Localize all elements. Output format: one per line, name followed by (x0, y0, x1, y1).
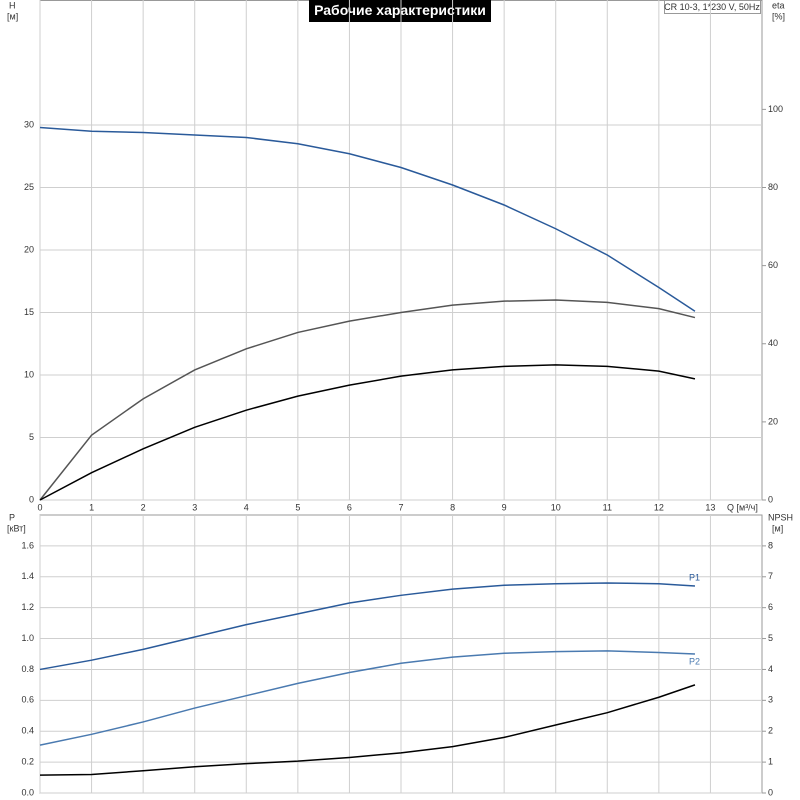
series-line (39, 684, 696, 776)
x-tick-label: 2 (141, 502, 146, 512)
y2-tick-label: 7 (768, 571, 773, 581)
y-tick-label: 20 (24, 244, 34, 254)
y-tick-label: 0.4 (21, 726, 34, 736)
x-tick-label: 11 (603, 502, 612, 512)
y2-tick-label: 20 (768, 416, 778, 426)
x-tick-label: 1 (89, 502, 94, 512)
x-tick-label: 4 (244, 502, 249, 512)
series-line (39, 126, 696, 312)
y-tick-label: 25 (24, 182, 34, 192)
y2-axis-unit: [м] (772, 523, 783, 533)
y2-tick-label: 2 (768, 726, 773, 736)
series-line (39, 299, 696, 501)
y2-tick-label: 1 (768, 756, 773, 766)
y2-tick-label: 60 (768, 260, 778, 270)
y-axis-unit: [м] (7, 11, 18, 21)
series-line (39, 582, 696, 671)
y-tick-label: 1.2 (21, 602, 34, 612)
y-axis-label: P (9, 512, 15, 522)
y2-tick-label: 0 (768, 494, 773, 504)
y2-axis-label: eta (772, 0, 785, 10)
x-tick-label: 5 (295, 502, 300, 512)
x-tick-label: 7 (398, 502, 403, 512)
y2-tick-label: 0 (768, 787, 773, 797)
title-box (309, 0, 491, 22)
series-line (39, 364, 696, 501)
y2-tick-label: 4 (768, 664, 773, 674)
y-tick-label: 1.0 (21, 633, 34, 643)
y-tick-label: 10 (24, 369, 34, 379)
y2-tick-label: 100 (768, 104, 783, 114)
y-tick-label: 1.6 (21, 540, 34, 550)
annotation: CR 10-3, 1*230 V, 50Hz (664, 2, 760, 12)
y-tick-label: 15 (24, 307, 34, 317)
x-tick-label: 9 (502, 502, 507, 512)
x-tick-label: 10 (551, 502, 561, 512)
y-tick-label: 0 (29, 494, 34, 504)
y-tick-label: 0.8 (21, 664, 34, 674)
y-tick-label: 0.6 (21, 695, 34, 705)
y2-tick-label: 6 (768, 602, 773, 612)
series-line (39, 650, 695, 746)
x-tick-label: 12 (654, 502, 664, 512)
y-tick-label: 30 (24, 119, 34, 129)
x-tick-label: 13 (705, 502, 715, 512)
series-label: P1 (689, 572, 700, 582)
annotation-box (664, 0, 761, 14)
chart-title: Рабочие характеристики (314, 2, 486, 18)
y2-tick-label: 40 (768, 338, 778, 348)
y2-axis-unit: [%] (772, 11, 785, 21)
y-axis-label: H (9, 0, 16, 10)
y-tick-label: 0.2 (21, 756, 34, 766)
y-tick-label: 0.0 (21, 787, 34, 797)
x-axis-label: Q [м³/ч] (727, 502, 758, 512)
y2-tick-label: 5 (768, 633, 773, 643)
series-label: P2 (689, 656, 700, 666)
y2-tick-label: 80 (768, 182, 778, 192)
x-tick-label: 6 (347, 502, 352, 512)
y-axis-unit: [кВт] (7, 523, 26, 533)
y2-axis-label: NPSH (768, 512, 793, 522)
y2-tick-label: 3 (768, 695, 773, 705)
x-tick-label: 0 (37, 502, 42, 512)
x-tick-label: 8 (450, 502, 455, 512)
y-tick-label: 5 (29, 432, 34, 442)
x-tick-label: 3 (192, 502, 197, 512)
y-tick-label: 1.4 (21, 571, 34, 581)
y2-tick-label: 8 (768, 540, 773, 550)
